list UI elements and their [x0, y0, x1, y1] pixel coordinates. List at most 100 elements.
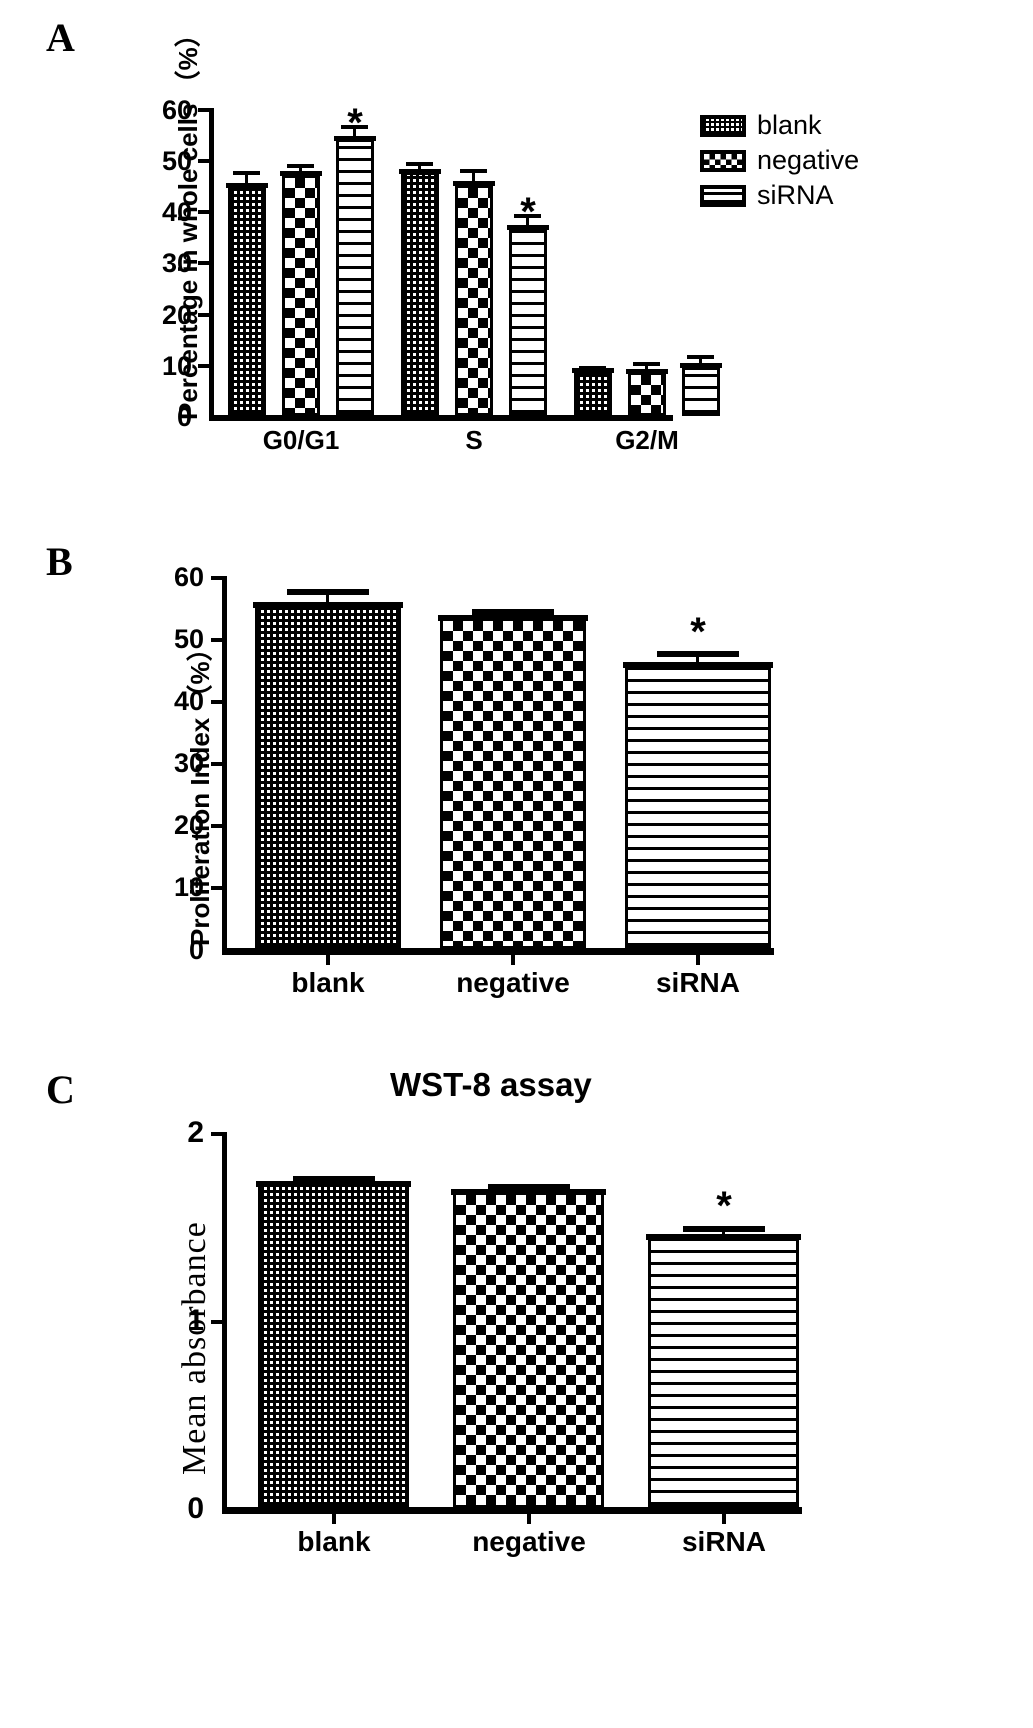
panel-a-errorbar-s-sirna [526, 216, 529, 226]
panel-c-bar-negative [453, 1192, 604, 1508]
panel-a-bar-g0g1-blank [228, 186, 266, 416]
panel-a-tick-10 [198, 364, 211, 368]
panel-b-tick-30 [211, 762, 224, 766]
panel-a-errorcap-g0g1-blank [233, 171, 260, 175]
panel-c-bar-blank [258, 1184, 409, 1508]
panel-a-errorbar-g2m-negative [645, 364, 648, 371]
panel-c-errorcap-blank [293, 1176, 375, 1182]
panel-c-tick-1 [211, 1320, 224, 1324]
panel-b-ticklabel-50: 50 [173, 624, 204, 654]
panel-b-xtick-blank [326, 953, 330, 965]
panel-a-letter: A [46, 15, 75, 60]
panel-a-tick-60 [198, 108, 211, 112]
panel-a-x-axis [209, 415, 673, 421]
panel-b-ticklabel-20: 20 [173, 810, 204, 840]
panel-c-barcap-negative [451, 1189, 606, 1195]
panel-c-ticklabel-1: 1 [187, 1304, 204, 1337]
panel-a-tick-20 [198, 313, 211, 317]
panel-b-tick-50 [211, 638, 224, 642]
panel-a-errorcap-g0g1-sirna [341, 125, 368, 129]
panel-a-legend: blank negative siRNA [700, 112, 940, 210]
panel-a-bar-g0g1-sirna [336, 139, 374, 416]
panel-a-errorcap-g2m-negative [633, 362, 660, 366]
panel-a-errorcap-g0g1-negative [287, 164, 314, 168]
panel-c-barcap-blank [256, 1181, 411, 1187]
panel-b-plot-area: 60 50 40 30 20 10 0 * blank negative [0, 520, 1033, 1050]
panel-b-category-label-sirna: siRNA [655, 967, 740, 998]
panel-a-barcap-s-blank [399, 169, 441, 174]
panel-b-y-axis [222, 576, 227, 951]
panel-b-barcap-sirna [623, 662, 773, 668]
panel-a: A Percentage in whole cells （%） 60 50 40… [0, 0, 1033, 500]
panel-b-ticklabel-40: 40 [173, 686, 204, 716]
panel-c-x-axis [222, 1507, 802, 1514]
panel-a-barcap-g2m-negative [626, 369, 668, 374]
panel-b-ticklabel-10: 10 [173, 872, 204, 902]
panel-b-barcap-negative [438, 615, 588, 621]
panel-b-ticklabel-60: 60 [173, 562, 204, 592]
panel-a-errorcap-g2m-sirna [687, 355, 714, 359]
panel-b-ticklabel-30: 30 [173, 748, 204, 778]
panel-a-ticklabel-60: 60 [161, 95, 192, 125]
panel-c-category-label-sirna: siRNA [681, 1526, 766, 1557]
legend-swatch-negative-icon [700, 149, 746, 172]
panel-c-ticklabel-2: 2 [187, 1116, 204, 1149]
panel-c-title: WST-8 assay [390, 1066, 592, 1103]
panel-a-bar-s-sirna [509, 228, 547, 416]
legend-label-negative: negative [757, 145, 860, 175]
panel-c-xtick-sirna [722, 1512, 726, 1524]
panel-a-category-label-g0g1: G0/G1 [262, 425, 340, 455]
panel-b-errorbar-sirna [696, 652, 699, 664]
panel-a-barcap-g2m-blank [572, 368, 614, 373]
panel-b-barcap-blank [253, 602, 403, 608]
panel-b-bar-negative [440, 618, 586, 949]
panel-b-xtick-sirna [696, 953, 700, 965]
panel-a-tick-40 [198, 210, 211, 214]
panel-b-tick-60 [211, 576, 224, 580]
panel-b-category-label-negative: negative [456, 967, 570, 998]
panel-c-y-axis [222, 1132, 227, 1510]
legend-label-sirna: siRNA [757, 180, 834, 210]
legend-swatch-sirna-icon [700, 184, 746, 207]
panel-a-category-label-s: S [465, 425, 483, 455]
panel-c-barcap-sirna [646, 1234, 801, 1240]
panel-a-bar-g2m-negative [628, 372, 666, 416]
panel-a-bar-g2m-blank [574, 371, 612, 416]
panel-a-ticklabel-50: 50 [161, 146, 192, 176]
panel-c-plot-area: 2 1 0 * blank negative siRNA [0, 1050, 1033, 1728]
panel-a-ticklabel-30: 30 [161, 248, 192, 278]
panel-c-letter: C [46, 1067, 75, 1112]
legend-label-blank: blank [757, 110, 822, 140]
panel-a-significance-s-sirna: * [520, 190, 536, 234]
panel-b-significance-sirna: * [690, 610, 706, 654]
panel-a-tick-30 [198, 261, 211, 265]
panel-a-errorcap-g2m-blank [579, 366, 606, 370]
panel-a-bar-g2m-sirna [682, 367, 720, 416]
panel-b-x-axis [222, 948, 774, 955]
panel-a-bar-s-blank [401, 172, 439, 416]
panel-a-significance-g0g1-sirna: * [347, 101, 363, 145]
panel-b-bar-blank [255, 605, 401, 949]
legend-swatch-blank-icon [700, 114, 746, 137]
panel-b-tick-10 [211, 886, 224, 890]
panel-a-bar-g0g1-negative [282, 175, 320, 416]
panel-b-ticklabel-0: 0 [188, 935, 204, 965]
panel-c-category-label-negative: negative [472, 1526, 586, 1557]
panel-c-bar-sirna [648, 1237, 799, 1508]
panel-a-errorcap-s-blank [406, 162, 433, 166]
panel-a-errorbar-g0g1-negative [299, 166, 302, 174]
panel-b-category-label-blank: blank [291, 967, 365, 998]
panel-a-bar-s-negative [455, 185, 493, 416]
panel-a-barcap-s-sirna [507, 225, 549, 230]
panel-c-errorcap-negative [488, 1184, 570, 1190]
panel-a-errorcap-s-negative [460, 169, 487, 173]
panel-c-category-label-blank: blank [297, 1526, 371, 1557]
panel-a-tick-50 [198, 159, 211, 163]
panel-c-xtick-blank [332, 1512, 336, 1524]
panel-a-ticklabel-10: 10 [161, 351, 192, 381]
panel-b-errorcap-negative [472, 609, 554, 616]
legend-item-blank: blank [700, 112, 822, 139]
panel-c-significance-sirna: * [716, 1184, 732, 1228]
panel-b-bar-sirna [625, 665, 771, 949]
panel-c: C WST-8 assay Mean absorbance 2 1 0 * bl… [0, 1050, 1033, 1728]
